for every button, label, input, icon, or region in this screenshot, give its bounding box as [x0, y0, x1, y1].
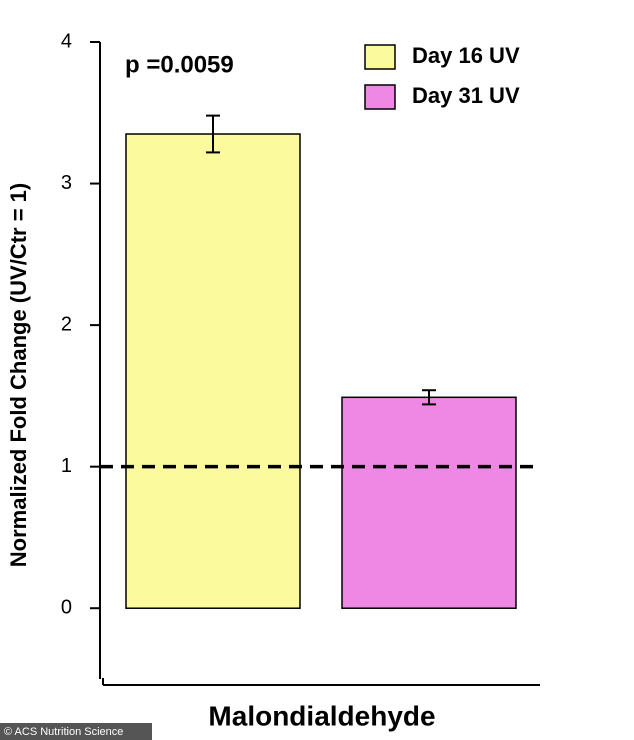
credit-background	[0, 723, 152, 740]
legend-swatch	[364, 44, 396, 70]
bar	[125, 133, 301, 609]
y-axis-label: Normalized Fold Change (UV/Ctr = 1)	[6, 183, 31, 567]
legend-label: Day 31 UV	[412, 83, 520, 108]
legend-label: Day 16 UV	[412, 43, 520, 68]
y-tick-label: 4	[61, 30, 72, 52]
y-tick-label: 0	[61, 597, 72, 619]
y-tick-label: 1	[61, 455, 72, 477]
bar	[341, 396, 517, 609]
error-bar	[422, 389, 436, 406]
y-tick-label: 2	[61, 313, 72, 335]
legend-swatch	[364, 84, 396, 110]
y-tick-label: 3	[61, 172, 72, 194]
x-axis-label: Malondialdehyde	[208, 700, 435, 731]
error-bar	[206, 114, 220, 154]
p-value-annotation: p =0.0059	[125, 51, 234, 78]
credit: © ACS Nutrition Science	[4, 726, 123, 738]
